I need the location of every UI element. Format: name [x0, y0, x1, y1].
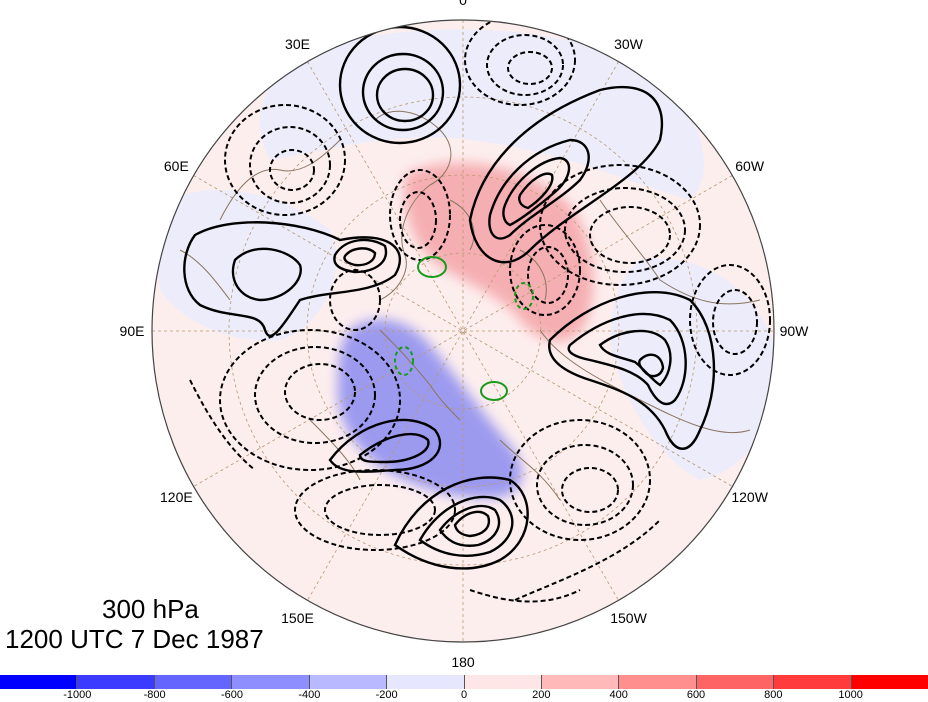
- longitude-label: 60W: [735, 157, 765, 174]
- negative-contours: [189, 20, 771, 603]
- longitude-label: 150E: [281, 609, 314, 626]
- colorbar-segment: [774, 675, 852, 689]
- graticule: [152, 20, 774, 642]
- colorbar-tick-label: 800: [764, 689, 783, 701]
- colorbar-segment: [77, 675, 155, 689]
- shading-light-blue-north: [260, 29, 705, 201]
- longitude-label: 120E: [159, 488, 193, 505]
- time-caption: 1200 UTC 7 Dec 1987: [5, 624, 264, 654]
- colorbar-tick-label: 1000: [838, 689, 863, 701]
- level-caption: 300 hPa: [102, 594, 199, 624]
- colorbar-segment: [541, 675, 620, 689]
- longitude-label: 90W: [779, 323, 809, 339]
- longitude-label: 30E: [285, 36, 310, 53]
- longitude-label: 90E: [119, 323, 145, 339]
- colorbar-tick-label: 600: [686, 689, 706, 701]
- colorbar-segment: [309, 675, 388, 689]
- longitude-label: 0: [459, 0, 467, 8]
- colorbar-segment: [387, 675, 465, 689]
- colorbar-tick-label: -1000: [63, 689, 92, 701]
- colorbar-tick-label: -200: [375, 689, 398, 701]
- colorbar-segment: [851, 675, 928, 689]
- colorbar-segment: [696, 675, 775, 689]
- colorbar: [0, 675, 928, 689]
- colorbar-segment: [619, 675, 697, 689]
- colorbar-tick-label: 0: [460, 689, 468, 701]
- longitude-label: 30W: [614, 36, 643, 53]
- colorbar-tick-label: 400: [609, 689, 628, 701]
- colorbar-tick-label: -400: [298, 689, 321, 701]
- positive-contours: [183, 25, 716, 570]
- shading-blue-anomaly: [337, 319, 522, 499]
- longitude-label: 150W: [610, 609, 647, 626]
- longitude-label: 180: [451, 654, 475, 670]
- shading-light-blue-west: [158, 190, 337, 341]
- green-contours: [394, 256, 534, 401]
- colorbar-segment: [0, 675, 78, 689]
- colorbar-segment: [154, 675, 233, 689]
- colorbar-segment: [464, 675, 542, 689]
- colorbar-tick-label: -600: [220, 689, 244, 701]
- longitude-label: 120W: [731, 488, 768, 505]
- colorbar-segment: [232, 675, 310, 689]
- colorbar-tick-label: -800: [143, 689, 166, 701]
- longitude-label: 60E: [163, 157, 189, 174]
- map-boundary: [151, 19, 775, 643]
- colorbar-tick-label: 200: [532, 689, 551, 701]
